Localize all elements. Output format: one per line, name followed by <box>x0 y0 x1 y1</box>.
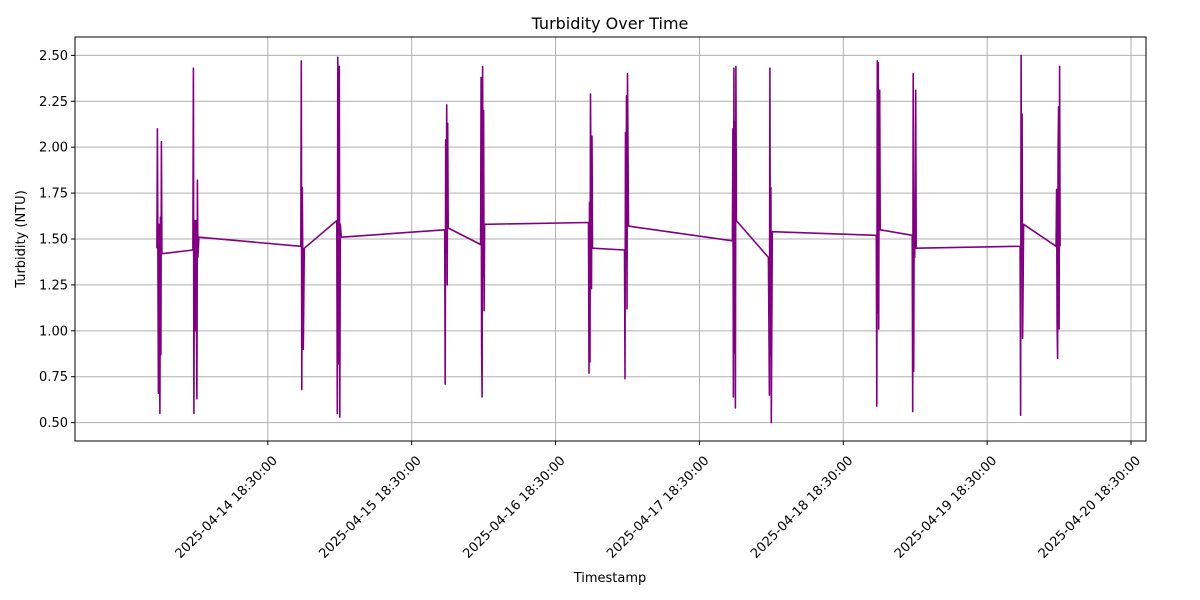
series-layer <box>156 54 1061 424</box>
series-line-0 <box>156 54 1061 424</box>
x-axis-label: Timestamp <box>573 571 647 586</box>
y-tick-label: 2.25 <box>39 95 68 110</box>
y-tick-label: 1.50 <box>39 233 68 248</box>
y-tick-label: 2.50 <box>39 49 68 64</box>
chart-title: Turbidity Over Time <box>531 14 689 33</box>
y-tick-label: 0.75 <box>39 370 68 385</box>
y-axis-label: Turbidity (NTU) <box>14 190 29 289</box>
grid <box>75 37 1146 441</box>
y-tick-label: 1.25 <box>39 278 68 293</box>
y-tick-label: 1.00 <box>39 324 68 339</box>
y-tick-label: 1.75 <box>39 187 68 202</box>
y-axis: 0.50 0.75 1.00 1.25 1.50 1.75 2.00 2.25 2.50 <box>39 49 75 431</box>
y-tick-label: 2.00 <box>39 141 68 156</box>
y-tick-label: 0.50 <box>39 416 68 431</box>
